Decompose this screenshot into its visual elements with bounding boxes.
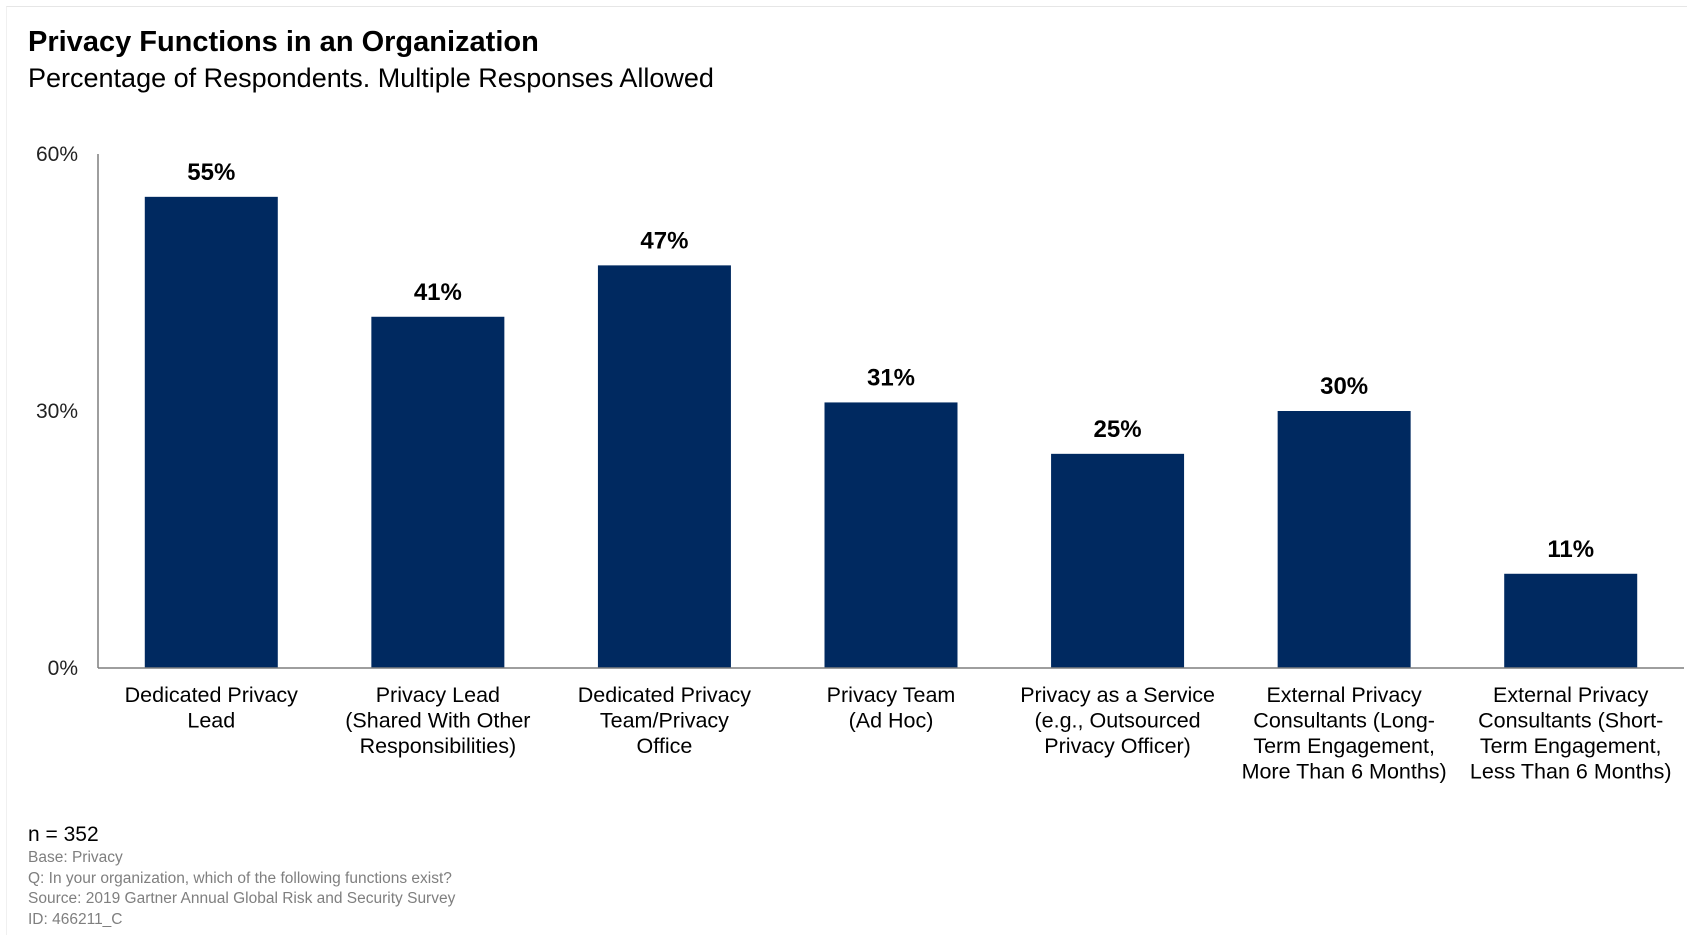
x-category-label-line: Consultants (Long-: [1253, 709, 1435, 733]
x-category-label: Privacy Team (Ad Hoc): [827, 683, 956, 733]
footnote-source: Source: 2019 Gartner Annual Global Risk …: [28, 890, 456, 907]
sample-size: n = 352: [28, 823, 99, 846]
x-category-label-line: Office: [637, 734, 693, 758]
x-category-label-line: Term Engagement,: [1480, 734, 1662, 758]
bar: [824, 402, 958, 668]
y-tick-label: 60%: [36, 143, 78, 166]
y-tick-label: 0%: [48, 657, 78, 680]
x-category-label-line: (e.g., Outsourced: [1035, 709, 1201, 733]
bar-value-label: 30%: [1320, 373, 1368, 400]
footnote-question: Q: In your organization, which of the fo…: [28, 869, 452, 887]
x-category-label: Privacy Lead (Shared With Other Responsibi…: [345, 683, 530, 758]
bar: [371, 316, 505, 668]
chart-title: Privacy Functions in an Organization: [28, 26, 539, 58]
x-category-label-line: Term Engagement,: [1253, 734, 1435, 758]
x-category-label: Dedicated Privacy Team/Privacy Office: [578, 683, 752, 758]
x-category-label-line: Consultants (Short-: [1478, 709, 1663, 733]
chart-frame: [6, 6, 1687, 935]
x-category-label-line: Less Than 6 Months): [1470, 760, 1672, 784]
bar: [144, 196, 278, 669]
x-category-label: Dedicated Privacy Lead: [125, 683, 299, 733]
bar: [1277, 411, 1411, 668]
footnote-base: Base: Privacy: [28, 849, 123, 866]
x-category-label-line: External Privacy: [1266, 683, 1422, 707]
y-tick-label: 30%: [36, 400, 78, 423]
x-category-label-line: (Shared With Other: [345, 709, 530, 733]
x-category-label-line: Privacy Officer): [1044, 734, 1191, 758]
chart-subtitle: Percentage of Respondents. Multiple Resp…: [28, 63, 714, 93]
x-category-label: Privacy as a Service (e.g., Outsourced Pri…: [1020, 683, 1215, 758]
bar-value-label: 55%: [187, 159, 235, 186]
bar-value-label: 47%: [640, 227, 688, 254]
bar-value-label: 31%: [867, 364, 915, 391]
x-category-label-line: Privacy Lead: [376, 683, 500, 707]
footnote-id: ID: 466211_C: [28, 910, 123, 928]
x-category-label-line: Privacy as a Service: [1020, 683, 1215, 707]
x-category-label: External Privacy Consultants (Long-Term E…: [1242, 683, 1447, 784]
bar-value-label: 41%: [414, 279, 462, 306]
bar-value-label: 25%: [1094, 416, 1142, 443]
x-category-label: External Privacy Consultants (Short-Term …: [1470, 683, 1672, 784]
bar-value-label: 11%: [1547, 536, 1594, 563]
bar: [1504, 573, 1638, 668]
x-category-label-line: Dedicated Privacy: [578, 683, 752, 707]
bar: [597, 265, 731, 668]
bar: [1051, 453, 1185, 668]
x-category-label-line: (Ad Hoc): [849, 709, 934, 733]
x-category-label-line: Lead: [187, 709, 235, 733]
bar-chart: 0%30%60%55%Dedicated Privacy Lead41%Priva…: [36, 143, 1684, 784]
x-category-label-line: External Privacy: [1493, 683, 1649, 707]
chart-footer: n = 352 Base: Privacy Q: In your organiz…: [28, 822, 455, 930]
x-category-label-line: Responsibilities): [360, 734, 517, 758]
x-category-label-line: Privacy Team: [827, 683, 956, 707]
x-category-label-line: Dedicated Privacy: [125, 683, 299, 707]
x-category-label-line: More Than 6 Months): [1242, 760, 1447, 784]
x-category-label-line: Team/Privacy: [600, 709, 729, 733]
